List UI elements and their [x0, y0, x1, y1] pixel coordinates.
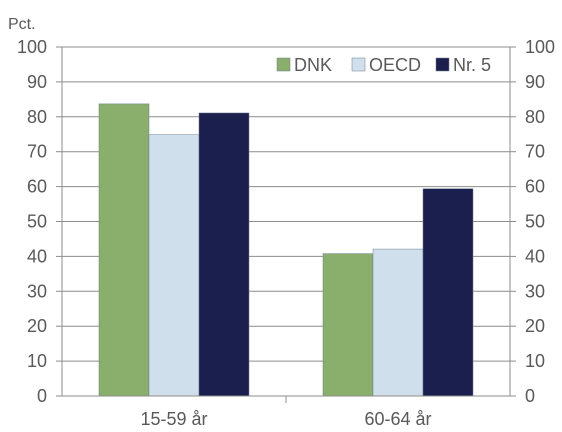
y-axis-left: 0 10 20 30 40 50 60 70 80 90 100	[17, 37, 47, 406]
y-tick-label-right: 60	[525, 177, 545, 197]
y-tick-label-right: 90	[525, 72, 545, 92]
legend-swatch	[276, 57, 291, 72]
y-tick-label-right: 50	[525, 212, 545, 232]
axes	[56, 46, 516, 403]
y-tick-label-left: 50	[27, 212, 47, 232]
y-tick-label-left: 30	[27, 281, 47, 301]
legend-label: Nr. 5	[453, 55, 491, 75]
legend: DNK OECD Nr. 5	[276, 55, 491, 75]
y-tick-label-left: 100	[17, 37, 47, 57]
y-unit-label: Pct.	[8, 16, 36, 33]
y-tick-label-left: 70	[27, 142, 47, 162]
bar-nr-5-1	[422, 188, 474, 397]
y-tick-label-right: 100	[525, 37, 555, 57]
x-tick-label: 60-64 år	[364, 409, 431, 429]
bar-dnk-0	[98, 103, 150, 397]
y-tick-label-left: 90	[27, 72, 47, 92]
legend-label: OECD	[369, 55, 421, 75]
y-tick-label-right: 70	[525, 142, 545, 162]
x-tick-label: 15-59 år	[140, 409, 207, 429]
y-tick-label-right: 80	[525, 107, 545, 127]
legend-swatch	[351, 57, 366, 72]
bar-nr-5-0	[198, 112, 250, 397]
y-tick-label-right: 0	[525, 386, 535, 406]
y-tick-label-left: 0	[37, 386, 47, 406]
bar-oecd-0	[148, 134, 200, 397]
x-axis: 15-59 år 60-64 år	[140, 409, 431, 429]
y-tick-label-left: 20	[27, 316, 47, 336]
legend-label: DNK	[294, 55, 332, 75]
legend-swatch	[435, 57, 450, 72]
bar-dnk-1	[322, 253, 374, 397]
bars	[98, 103, 474, 397]
y-tick-label-right: 30	[525, 281, 545, 301]
y-tick-label-left: 40	[27, 246, 47, 266]
y-tick-label-left: 10	[27, 351, 47, 371]
y-tick-label-right: 40	[525, 246, 545, 266]
bar-oecd-1	[372, 248, 424, 397]
y-tick-label-right: 20	[525, 316, 545, 336]
y-tick-label-left: 60	[27, 177, 47, 197]
y-tick-label-left: 80	[27, 107, 47, 127]
y-tick-label-right: 10	[525, 351, 545, 371]
y-axis-right: 0 10 20 30 40 50 60 70 80 90 100	[525, 37, 555, 406]
